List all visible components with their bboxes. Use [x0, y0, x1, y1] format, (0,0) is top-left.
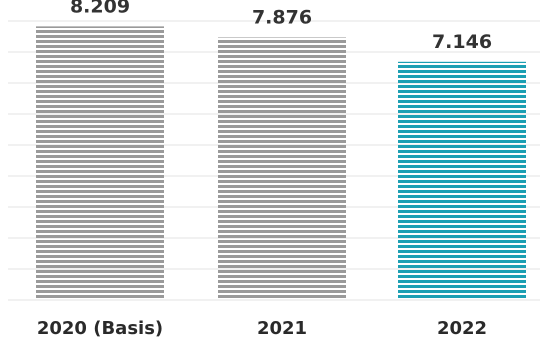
value-label: 8.209	[70, 0, 130, 17]
labels: 8.209 2020 (Basis) 7.876 2021 7.146 2022	[37, 0, 492, 339]
category-label: 2020 (Basis)	[37, 318, 163, 339]
category-label: 2021	[257, 318, 307, 339]
category-label: 2022	[437, 318, 487, 339]
bar-2020-basis	[36, 26, 164, 300]
bar-2022	[398, 61, 526, 300]
bars	[36, 26, 526, 300]
bar-2021	[218, 37, 346, 300]
value-label: 7.876	[252, 6, 312, 28]
value-label: 7.146	[432, 31, 492, 53]
